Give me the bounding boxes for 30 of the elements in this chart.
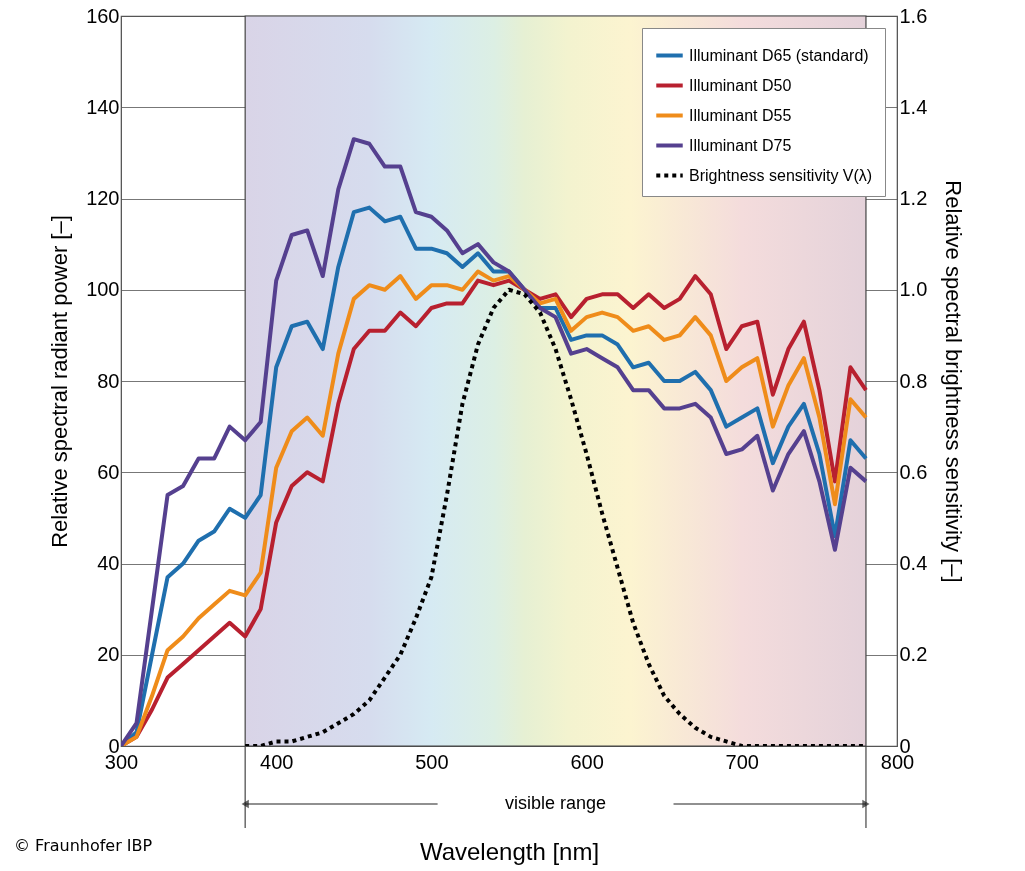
y2-tick-label: 1.2 [899,187,928,209]
y2-tick-label: 1.4 [899,95,928,118]
text: © Fraunhofer IBP [14,836,153,855]
x-tick-label: 400 [260,750,294,773]
y-axis-title: Relative spectral radiant power [–] [47,215,73,548]
y2-tick-label: 1.0 [899,278,928,301]
y2-tick-label: 0.6 [899,460,928,483]
legend-label: Brightness sensitivity V(λ) [689,166,873,184]
band-label: visible range [505,793,607,813]
legend-label: Illuminant D75 [689,136,792,154]
x-tick-label: 600 [570,750,604,773]
legend-label: Illuminant D65 (standard) [689,46,869,64]
y-tick-label: 40 [97,552,120,574]
y-tick-label: 160 [86,4,120,27]
x-axis-title: Wavelength [nm] [419,837,600,865]
y2-tick-label: 0.8 [899,369,928,392]
y2-tick-label: 0.4 [899,552,928,574]
legend-label: Illuminant D55 [689,106,792,124]
legend-label: Illuminant D50 [689,76,792,94]
y-tick-label: 120 [86,187,120,209]
x-tick-label: 500 [415,750,449,773]
y2-tick-label: 1.6 [899,4,928,27]
y-tick-label: 80 [97,369,120,392]
y-tick-label: 60 [97,460,120,483]
y2-tick-label: 0.2 [899,643,928,666]
y2-axis-title: Relative spectral brightness sensitivity [–] [941,180,967,583]
y-tick-label: 100 [86,278,120,301]
x-tick-label: 700 [725,750,759,773]
y-tick-label: 20 [97,643,120,666]
y-tick-label: 140 [86,95,120,118]
